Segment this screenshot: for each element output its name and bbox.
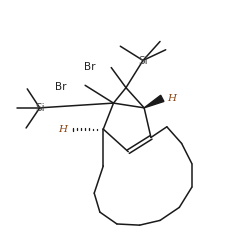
Polygon shape bbox=[144, 95, 164, 108]
Text: Si: Si bbox=[35, 103, 44, 113]
Text: Br: Br bbox=[55, 82, 67, 92]
Text: H: H bbox=[58, 125, 67, 134]
Text: H: H bbox=[167, 94, 176, 103]
Text: Si: Si bbox=[138, 56, 148, 66]
Text: Br: Br bbox=[84, 62, 95, 72]
